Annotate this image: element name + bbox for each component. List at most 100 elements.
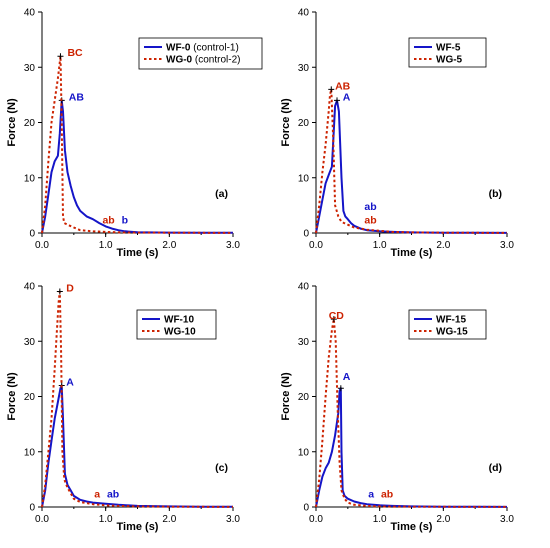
significance-label: A bbox=[66, 376, 74, 388]
x-tick-label: 0.0 bbox=[309, 514, 323, 525]
panel-label: (c) bbox=[215, 462, 228, 474]
y-tick-label: 40 bbox=[298, 8, 310, 19]
series-line-wf-0 bbox=[41, 99, 234, 234]
chart-panel-4: 0 10 20 30 40 0.0 1.0 2.0 3.0 Time (s) Force (N) CD… bbox=[280, 282, 514, 534]
panel-label: (a) bbox=[215, 188, 228, 200]
legend-entry: WF-15 bbox=[436, 315, 466, 326]
x-axis-title: Time (s) bbox=[117, 247, 159, 259]
legend-entry: WG-5 bbox=[436, 55, 463, 66]
x-tick-label: 0.0 bbox=[35, 240, 49, 251]
y-tick-label: 10 bbox=[298, 447, 310, 458]
significance-label: b bbox=[122, 215, 128, 227]
y-tick-label: 10 bbox=[24, 173, 36, 184]
significance-label: D bbox=[66, 283, 74, 295]
x-tick-label: 0.0 bbox=[309, 240, 323, 251]
legend: WF-0 (control-1)WG-0 (control-2) bbox=[138, 37, 263, 70]
legend-box bbox=[138, 37, 263, 70]
legend-box bbox=[136, 309, 217, 340]
legend-series-name: WG-15 bbox=[436, 327, 468, 338]
y-tick-label: 0 bbox=[29, 503, 35, 514]
y-tick-label: 30 bbox=[298, 337, 310, 348]
x-axis-title: Time (s) bbox=[391, 521, 433, 533]
legend: WF-5WG-5 bbox=[408, 37, 487, 68]
peak-marker bbox=[56, 288, 63, 295]
x-tick-label: 1.0 bbox=[99, 240, 113, 251]
x-tick-label: 1.0 bbox=[373, 514, 387, 525]
legend-series-name: WG-0 bbox=[166, 55, 193, 66]
y-tick-label: 30 bbox=[24, 337, 36, 348]
y-tick-label: 30 bbox=[24, 63, 36, 74]
y-tick-label: 10 bbox=[24, 447, 36, 458]
chart-panel-3: 0 10 20 30 40 0.0 1.0 2.0 3.0 Time (s) Force (N) D A… bbox=[6, 282, 240, 534]
legend-entry: WG-15 bbox=[436, 327, 468, 338]
series-line-wf-10 bbox=[41, 384, 234, 508]
panel-label: (b) bbox=[489, 188, 502, 200]
peak-marker bbox=[328, 86, 335, 93]
series-line-wg-0 bbox=[41, 55, 234, 234]
peak-marker bbox=[337, 385, 344, 392]
y-tick-label: 0 bbox=[303, 229, 309, 240]
y-tick-label: 40 bbox=[24, 8, 36, 19]
panel-label: (d) bbox=[489, 462, 502, 474]
legend-series-name: WF-15 bbox=[436, 315, 466, 326]
significance-label: ab bbox=[102, 215, 114, 227]
significance-label: ab bbox=[364, 215, 376, 227]
y-tick-label: 30 bbox=[298, 63, 310, 74]
series-line-wf-5 bbox=[315, 99, 508, 234]
y-axis-title: Force (N) bbox=[280, 372, 292, 421]
legend-series-name: WF-0 bbox=[166, 43, 191, 54]
y-tick-label: 20 bbox=[298, 118, 310, 129]
x-tick-label: 2.0 bbox=[436, 240, 450, 251]
x-tick-label: 2.0 bbox=[162, 514, 176, 525]
x-tick-label: 1.0 bbox=[373, 240, 387, 251]
significance-label: ab bbox=[381, 489, 393, 501]
significance-label: BC bbox=[67, 47, 83, 59]
significance-label: AB bbox=[69, 91, 85, 103]
significance-label: AB bbox=[335, 80, 351, 92]
series-line-wg-10 bbox=[41, 290, 234, 508]
legend-series-name: WG-5 bbox=[436, 55, 463, 66]
y-tick-label: 40 bbox=[24, 282, 36, 293]
peak-marker bbox=[57, 53, 64, 60]
legend-box bbox=[408, 309, 487, 340]
legend-series-name: WF-10 bbox=[164, 315, 194, 326]
legend-series-name: WF-5 bbox=[436, 43, 461, 54]
legend-series-note: (control-1) bbox=[190, 43, 238, 54]
legend-series-name: WG-10 bbox=[164, 327, 196, 338]
x-axis-title: Time (s) bbox=[391, 247, 433, 259]
legend-entry: WF-10 bbox=[164, 315, 194, 326]
legend-box bbox=[408, 37, 487, 68]
x-tick-label: 3.0 bbox=[226, 240, 240, 251]
y-tick-label: 0 bbox=[29, 229, 35, 240]
significance-label: A bbox=[343, 91, 351, 103]
chart-panel-1: 0 10 20 30 40 0.0 1.0 2.0 3.0 Time (s) Force (N) BC… bbox=[6, 8, 263, 259]
significance-label: CD bbox=[329, 310, 345, 322]
series-line-wf-15 bbox=[315, 387, 508, 508]
y-axis-title: Force (N) bbox=[6, 98, 18, 147]
y-tick-label: 10 bbox=[298, 173, 310, 184]
x-tick-label: 2.0 bbox=[436, 514, 450, 525]
y-tick-label: 20 bbox=[24, 392, 36, 403]
x-tick-label: 0.0 bbox=[35, 514, 49, 525]
legend-entry: WF-0 (control-1) bbox=[166, 43, 239, 54]
x-tick-label: 2.0 bbox=[162, 240, 176, 251]
y-tick-label: 20 bbox=[24, 118, 36, 129]
chart-panel-2: 0 10 20 30 40 0.0 1.0 2.0 3.0 Time (s) Force (N) AB… bbox=[280, 8, 514, 260]
series-line-wg-5 bbox=[315, 88, 508, 234]
legend-entry: WG-0 (control-2) bbox=[166, 55, 240, 66]
series-line-wg-15 bbox=[315, 318, 508, 508]
significance-label: ab bbox=[107, 489, 119, 501]
y-tick-label: 40 bbox=[298, 282, 310, 293]
y-axis-title: Force (N) bbox=[6, 372, 18, 421]
significance-label: a bbox=[94, 489, 100, 501]
peak-marker bbox=[334, 97, 341, 104]
x-tick-label: 3.0 bbox=[226, 514, 240, 525]
legend-entry: WG-10 bbox=[164, 327, 196, 338]
significance-label: a bbox=[368, 489, 374, 501]
y-tick-label: 0 bbox=[303, 503, 309, 514]
legend-series-note: (control-2) bbox=[192, 55, 240, 66]
x-axis-title: Time (s) bbox=[117, 521, 159, 533]
